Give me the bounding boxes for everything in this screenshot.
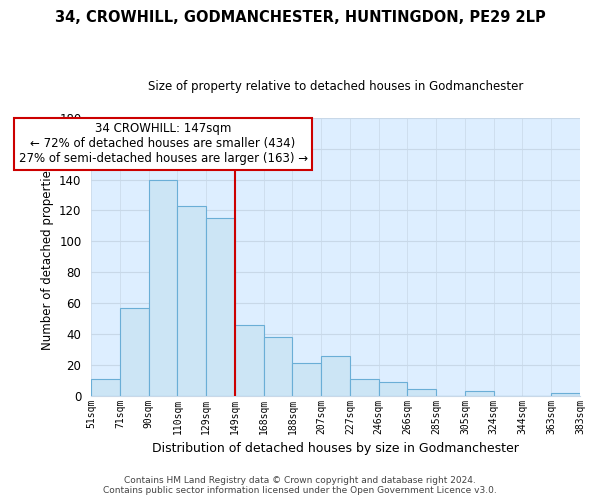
Bar bbox=[292, 363, 321, 396]
Bar bbox=[178, 206, 206, 396]
X-axis label: Distribution of detached houses by size in Godmanchester: Distribution of detached houses by size … bbox=[152, 442, 519, 455]
Text: 34 CROWHILL: 147sqm
← 72% of detached houses are smaller (434)
27% of semi-detac: 34 CROWHILL: 147sqm ← 72% of detached ho… bbox=[19, 122, 308, 166]
Title: Size of property relative to detached houses in Godmanchester: Size of property relative to detached ho… bbox=[148, 80, 523, 93]
Bar bbox=[235, 324, 264, 396]
Bar bbox=[206, 218, 235, 396]
Text: 34, CROWHILL, GODMANCHESTER, HUNTINGDON, PE29 2LP: 34, CROWHILL, GODMANCHESTER, HUNTINGDON,… bbox=[55, 10, 545, 25]
Bar bbox=[120, 308, 149, 396]
Bar bbox=[407, 390, 436, 396]
Bar bbox=[465, 391, 494, 396]
Text: Contains HM Land Registry data © Crown copyright and database right 2024.
Contai: Contains HM Land Registry data © Crown c… bbox=[103, 476, 497, 495]
Bar bbox=[551, 392, 580, 396]
Y-axis label: Number of detached properties: Number of detached properties bbox=[41, 164, 53, 350]
Bar bbox=[379, 382, 407, 396]
Bar bbox=[149, 180, 178, 396]
Bar bbox=[321, 356, 350, 396]
Bar bbox=[264, 337, 292, 396]
Bar bbox=[91, 378, 120, 396]
Bar bbox=[350, 378, 379, 396]
